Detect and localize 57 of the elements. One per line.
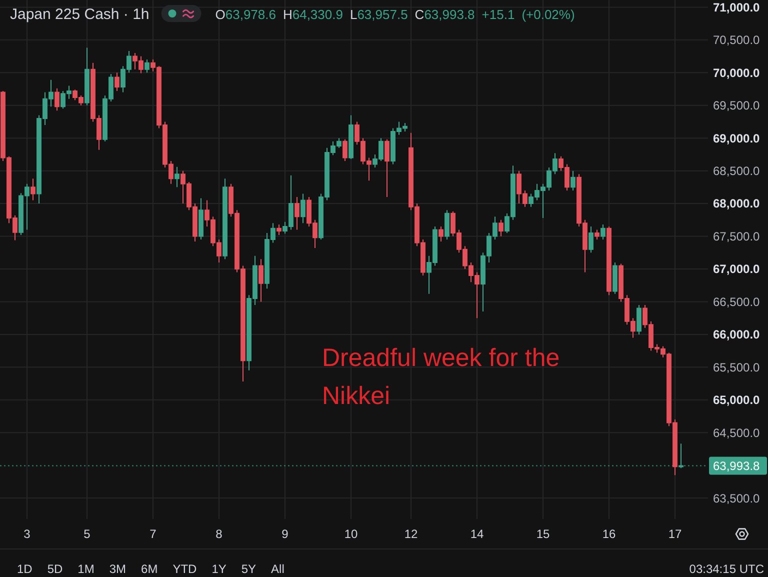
candlestick — [342, 138, 348, 162]
y-tick-label: 66,000.0 — [713, 328, 760, 342]
y-tick-label: 63,500.0 — [713, 491, 760, 506]
y-tick-label: 65,000.0 — [713, 393, 760, 408]
candlestick — [54, 88, 60, 112]
text: O63,978.6 H64,330.9 L63,957.5 C63,993.8 +15.1 (+0.02%) — [215, 7, 575, 22]
annotation: Dreadful week for the Nikkei — [322, 344, 560, 410]
candlestick — [300, 193, 306, 224]
candlestick — [348, 114, 354, 160]
candlestick — [498, 219, 504, 237]
x-tick-label: 8 — [216, 527, 223, 541]
candlestick — [384, 138, 390, 198]
candlestick — [258, 258, 264, 302]
candlestick — [294, 196, 300, 230]
x-tick-label: 17 — [668, 527, 682, 541]
y-tick-label: 68,000.0 — [713, 196, 760, 211]
text: 1D 5D 1M 3M 6M YTD 1Y 5Y All — [17, 562, 284, 576]
candlestick — [114, 72, 120, 92]
candlestick — [588, 226, 594, 254]
y-tick-label: 67,000.0 — [713, 262, 760, 276]
candlestick — [276, 224, 282, 236]
x-tick-label: 9 — [282, 527, 289, 541]
ref-line-label: 63,993.8 — [713, 458, 760, 473]
candlestick — [612, 262, 618, 294]
candlestick — [174, 166, 180, 188]
candlestick — [84, 47, 90, 106]
y-tick-label: 66,500.0 — [713, 294, 760, 309]
candlestick — [594, 229, 600, 240]
y-tick-label: 69,000.0 — [713, 131, 760, 146]
x-tick-label: 15 — [536, 527, 550, 541]
x-tick-label: 16 — [602, 527, 616, 541]
candlestick — [606, 226, 612, 296]
candlestick — [438, 226, 444, 242]
candlestick — [30, 178, 36, 201]
text: 03:34:15 UTC — [689, 562, 764, 576]
x-tick-label: 12 — [404, 527, 418, 541]
candlestick — [144, 59, 150, 74]
y-tick-label: 64,500.0 — [713, 426, 760, 440]
x-tick-label: 5 — [84, 527, 91, 541]
candlestick — [198, 198, 204, 240]
chart-title: Japan 225 Cash · 1h — [10, 6, 150, 23]
y-tick-label: 69,500.0 — [713, 98, 760, 113]
y-tick-label: 70,500.0 — [713, 33, 760, 48]
x-tick-label: 10 — [344, 527, 358, 541]
candlestick — [570, 170, 576, 191]
y-tick-label: 65,500.0 — [713, 360, 760, 374]
y-tick-label: 67,500.0 — [713, 229, 760, 244]
x-tick-label: 7 — [150, 527, 157, 541]
candlestick — [222, 178, 228, 260]
candlestick — [636, 304, 642, 335]
y-tick-label: 71,000.0 — [713, 0, 760, 14]
candlestick — [600, 224, 606, 240]
x-tick-label: 14 — [470, 527, 484, 541]
x-tick-label: 3 — [24, 527, 31, 541]
candlestick — [444, 210, 450, 240]
y-tick-label: 68,500.0 — [713, 164, 760, 178]
y-tick-label: 70,000.0 — [713, 66, 760, 80]
